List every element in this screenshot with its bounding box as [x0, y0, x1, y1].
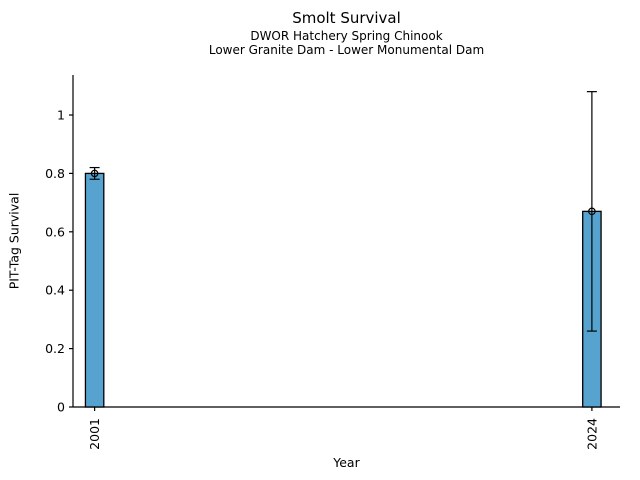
chart-subtitle-line2: Lower Granite Dam - Lower Monumental Dam: [208, 43, 485, 57]
data-point-marker: [588, 207, 596, 216]
chart-subtitle-line1: DWOR Hatchery Spring Chinook: [250, 29, 443, 43]
chart-title: Smolt Survival: [292, 9, 401, 27]
y-tick-label: 0.6: [45, 224, 65, 239]
data-point-marker: [90, 169, 99, 178]
x-tick-label: 2024: [584, 418, 599, 450]
x-axis-label: Year: [333, 455, 360, 470]
y-tick-label: 0.8: [45, 166, 65, 181]
y-tick-label: 0.2: [45, 341, 65, 356]
x-tick-label: 2001: [87, 418, 102, 450]
y-tick-label: 0.4: [45, 283, 65, 298]
bar: [84, 172, 105, 408]
y-tick-label: 0: [57, 400, 65, 415]
y-tick-label: 1: [57, 108, 65, 123]
